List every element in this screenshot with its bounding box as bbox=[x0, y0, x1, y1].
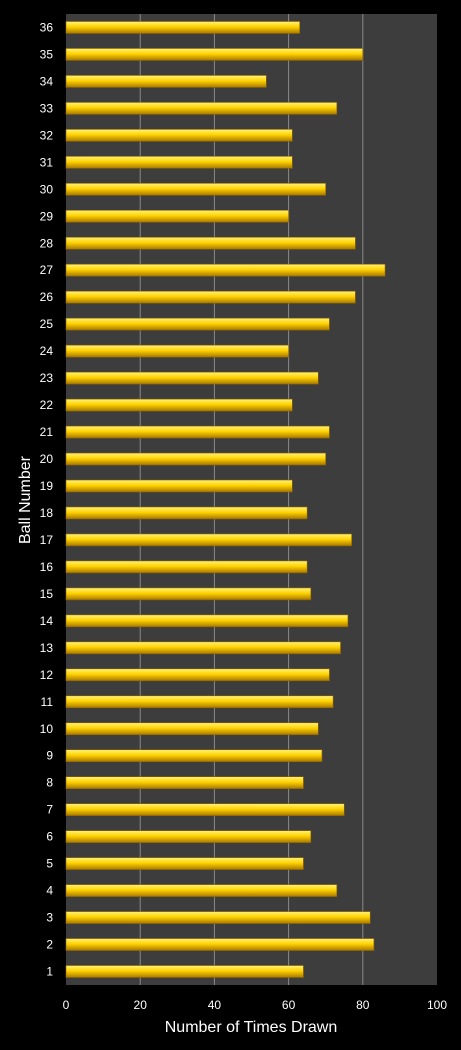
y-tick-label: 26 bbox=[40, 290, 54, 304]
bar-ball-5 bbox=[65, 857, 304, 870]
y-tick-label: 5 bbox=[46, 857, 53, 871]
y-tick-label: 30 bbox=[40, 182, 54, 196]
bar-ball-10 bbox=[65, 722, 319, 736]
bar-ball-19 bbox=[65, 479, 293, 493]
bar-ball-32 bbox=[65, 129, 293, 142]
bar-ball-17 bbox=[65, 533, 352, 547]
bar-ball-25 bbox=[65, 317, 330, 331]
y-tick-label: 8 bbox=[46, 776, 53, 790]
y-tick-label: 6 bbox=[46, 830, 53, 844]
y-tick-label: 4 bbox=[46, 884, 53, 898]
bar-ball-9 bbox=[65, 749, 323, 763]
bar-ball-1 bbox=[65, 965, 304, 978]
y-tick-label: 29 bbox=[40, 209, 54, 223]
gridlines bbox=[139, 14, 364, 985]
x-tick-label: 0 bbox=[63, 998, 70, 1012]
y-tick-label: 33 bbox=[40, 101, 54, 115]
y-tick-label: 19 bbox=[40, 479, 54, 493]
bar-ball-24 bbox=[65, 344, 289, 358]
y-tick-label: 9 bbox=[46, 749, 53, 763]
y-tick-label: 12 bbox=[40, 668, 54, 682]
y-tick-label: 22 bbox=[40, 398, 54, 412]
x-tick-label: 60 bbox=[282, 998, 296, 1012]
bar-ball-21 bbox=[65, 425, 330, 439]
y-tick-label: 10 bbox=[40, 722, 54, 736]
bar-ball-12 bbox=[65, 668, 330, 682]
y-tick-label: 14 bbox=[40, 614, 54, 628]
bar-ball-27 bbox=[65, 263, 386, 277]
y-tick-label: 21 bbox=[40, 425, 54, 439]
y-axis-title: Ball Number bbox=[17, 455, 34, 544]
bar-ball-3 bbox=[65, 911, 371, 924]
y-tick-label: 17 bbox=[40, 533, 54, 547]
bar-ball-13 bbox=[65, 641, 341, 655]
x-tick-label: 20 bbox=[134, 998, 148, 1012]
bar-ball-20 bbox=[65, 452, 327, 466]
bar-ball-11 bbox=[65, 695, 334, 709]
bar-ball-8 bbox=[65, 776, 304, 790]
y-tick-label: 16 bbox=[40, 560, 54, 574]
bar-ball-6 bbox=[65, 830, 312, 843]
y-tick-label: 7 bbox=[46, 803, 53, 817]
y-tick-labels: 1234567891011121314151617181920212223242… bbox=[40, 20, 54, 978]
bar-ball-33 bbox=[65, 102, 338, 115]
bar-ball-22 bbox=[65, 398, 293, 412]
y-tick-label: 25 bbox=[40, 317, 54, 331]
bar-ball-7 bbox=[65, 803, 345, 816]
y-tick-label: 36 bbox=[40, 20, 54, 34]
y-tick-label: 1 bbox=[46, 965, 53, 979]
bar-ball-2 bbox=[65, 938, 375, 951]
x-tick-label: 100 bbox=[427, 998, 447, 1012]
y-tick-label: 24 bbox=[40, 344, 54, 358]
bar-ball-28 bbox=[65, 236, 356, 250]
bar-ball-36 bbox=[65, 21, 301, 34]
bar-ball-35 bbox=[65, 48, 364, 61]
bars bbox=[65, 21, 386, 978]
bar-ball-31 bbox=[65, 156, 293, 169]
y-tick-label: 23 bbox=[40, 371, 54, 385]
y-tick-label: 3 bbox=[46, 911, 53, 925]
y-tick-label: 35 bbox=[40, 47, 54, 61]
y-tick-label: 31 bbox=[40, 155, 54, 169]
x-tick-labels: 0 20 40 60 80 100 bbox=[63, 998, 448, 1012]
bar-ball-34 bbox=[65, 75, 267, 88]
plot-area bbox=[66, 14, 437, 985]
y-tick-label: 27 bbox=[40, 263, 54, 277]
bar-ball-4 bbox=[65, 884, 338, 897]
y-tick-label: 20 bbox=[40, 452, 54, 466]
bar-ball-29 bbox=[65, 209, 289, 223]
y-tick-label: 32 bbox=[40, 128, 54, 142]
bar-ball-23 bbox=[65, 371, 319, 385]
bar-ball-30 bbox=[65, 183, 327, 196]
y-tick-label: 11 bbox=[41, 695, 54, 709]
y-tick-label: 15 bbox=[40, 587, 54, 601]
bar-ball-18 bbox=[65, 506, 308, 520]
x-axis-title: Number of Times Drawn bbox=[165, 1019, 338, 1036]
y-tick-label: 28 bbox=[40, 236, 54, 250]
y-tick-label: 34 bbox=[40, 74, 54, 88]
y-tick-label: 13 bbox=[40, 641, 54, 655]
bar-ball-15 bbox=[65, 587, 312, 601]
bar-ball-26 bbox=[65, 290, 356, 304]
x-tick-label: 40 bbox=[208, 998, 222, 1012]
bar-ball-14 bbox=[65, 614, 349, 628]
y-tick-label: 2 bbox=[46, 938, 53, 952]
y-tick-label: 18 bbox=[40, 506, 54, 520]
bar-ball-16 bbox=[65, 560, 308, 574]
x-tick-label: 80 bbox=[356, 998, 370, 1012]
